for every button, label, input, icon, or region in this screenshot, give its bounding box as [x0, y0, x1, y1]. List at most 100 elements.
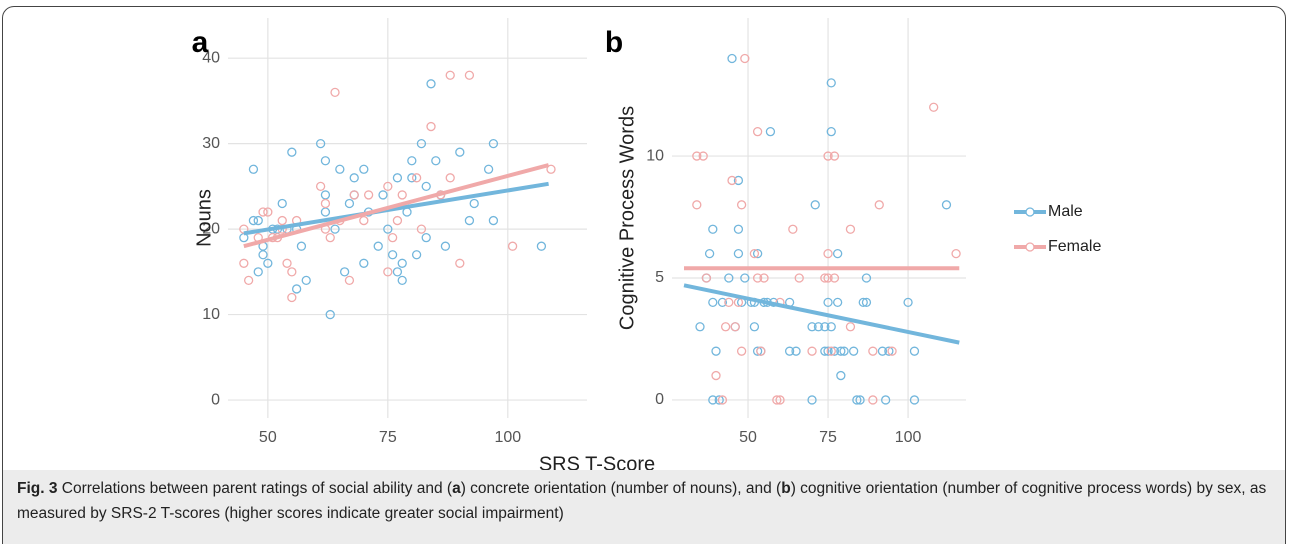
point: [426, 79, 436, 89]
point: [704, 248, 715, 259]
panel-label: b: [605, 26, 623, 59]
point: [708, 297, 718, 308]
chart: SRS T-Score 0 10 20 30 40 50 75 100 Nouns a 0 5 10 50…: [192, 18, 1101, 470]
point: [363, 190, 374, 200]
point: [874, 200, 884, 210]
point: [455, 258, 465, 268]
point: [440, 241, 451, 251]
point: [711, 346, 721, 356]
point: [736, 200, 747, 210]
point: [845, 322, 856, 332]
point: [248, 215, 259, 226]
point: [765, 127, 776, 137]
point: [692, 151, 702, 161]
point: [826, 127, 836, 137]
panel: 0 5 10 50 75 100 Cognitive Process Words b: [605, 18, 966, 446]
y-tick-label: 10: [202, 306, 220, 323]
point: [359, 164, 369, 174]
point: [724, 273, 734, 283]
caption-text: ) cognitive orientation (number of cogni…: [17, 480, 1267, 522]
x-axis-title: SRS T-Score: [539, 453, 655, 470]
point: [858, 297, 868, 308]
x-tick-label: 75: [819, 429, 837, 446]
point: [826, 322, 836, 332]
point: [253, 215, 263, 226]
point: [373, 241, 383, 251]
point: [775, 395, 785, 405]
point: [320, 156, 331, 166]
y-tick-label: 0: [211, 391, 220, 408]
point: [378, 190, 388, 200]
point: [287, 147, 297, 157]
point: [330, 87, 340, 98]
legend-point: [1025, 242, 1035, 252]
point: [823, 151, 833, 161]
panel: 0 10 20 30 40 50 75 100 Nouns a: [192, 18, 587, 446]
point: [397, 258, 407, 268]
caption-text: ) concrete orientation (number of nouns)…: [460, 480, 782, 497]
point: [359, 215, 369, 226]
point: [301, 275, 311, 286]
point: [287, 292, 297, 303]
point: [359, 258, 369, 268]
y-tick-label: 40: [202, 49, 220, 66]
point: [823, 346, 833, 356]
y-tick-label: 20: [202, 220, 220, 237]
point: [929, 102, 939, 112]
point: [951, 248, 961, 259]
point: [397, 190, 407, 200]
point: [392, 215, 403, 226]
point: [263, 258, 273, 268]
point: [807, 346, 817, 356]
point: [733, 248, 744, 259]
point: [868, 395, 878, 405]
point: [877, 346, 888, 356]
point: [258, 250, 268, 260]
point: [325, 309, 335, 320]
point: [330, 224, 340, 234]
point: [820, 346, 830, 356]
point: [248, 164, 259, 174]
panel-label: a: [192, 26, 209, 59]
point: [320, 198, 331, 209]
point: [320, 190, 331, 200]
point: [941, 200, 952, 210]
point: [349, 173, 359, 183]
point: [291, 284, 302, 294]
point: [730, 322, 740, 332]
point: [243, 275, 254, 286]
point: [392, 173, 403, 183]
point: [826, 78, 836, 88]
point: [277, 215, 287, 226]
point: [720, 322, 731, 332]
point: [339, 267, 350, 277]
point: [708, 224, 718, 234]
x-tick-label: 50: [259, 429, 277, 446]
point: [411, 250, 422, 260]
point: [708, 395, 718, 405]
point: [507, 241, 518, 251]
y-tick-label: 0: [655, 391, 664, 408]
point: [488, 138, 499, 149]
point: [287, 267, 297, 277]
point: [383, 224, 393, 234]
point: [455, 147, 465, 157]
point: [791, 346, 801, 356]
y-tick-label: 30: [202, 135, 220, 152]
point: [253, 267, 263, 277]
point: [387, 233, 398, 243]
point: [383, 267, 393, 277]
point: [868, 346, 878, 356]
x-tick-label: 100: [494, 429, 521, 446]
point: [749, 248, 760, 259]
point: [784, 346, 795, 356]
point: [848, 346, 859, 356]
point: [407, 156, 417, 166]
point: [903, 297, 913, 308]
point: [909, 395, 920, 405]
point: [695, 322, 705, 332]
point: [714, 395, 724, 405]
point: [820, 322, 830, 332]
point: [845, 224, 856, 234]
point: [277, 198, 287, 209]
